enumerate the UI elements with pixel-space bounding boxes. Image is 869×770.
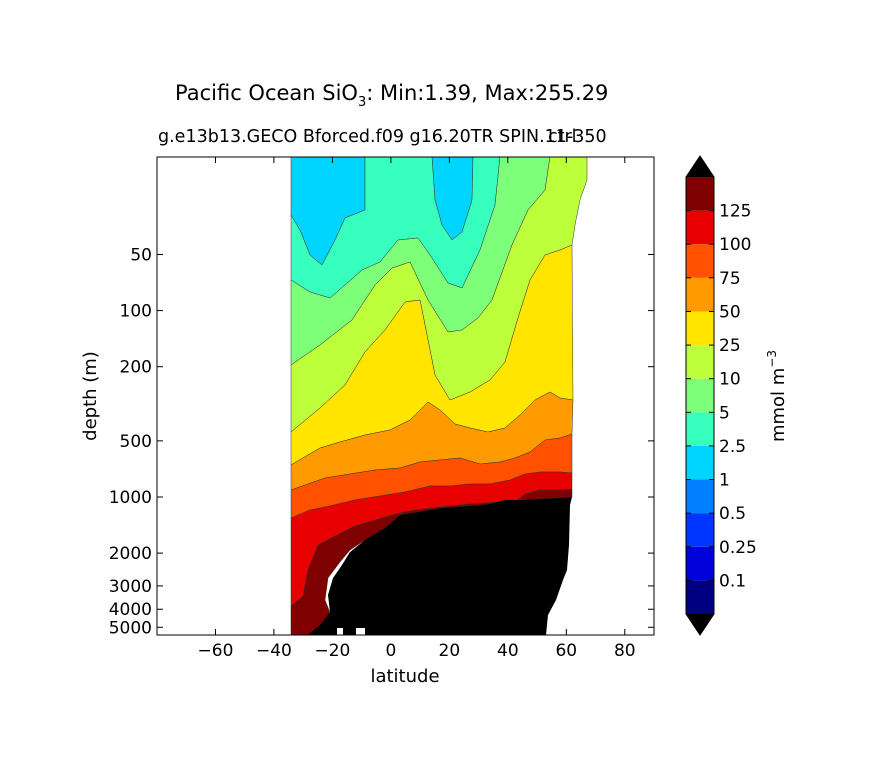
colorbar-segment-12 [686, 177, 714, 211]
colorbar-label-sup: −3 [765, 350, 779, 368]
colorbar-tick-label: 75 [719, 269, 741, 289]
colorbar-segment-3 [686, 479, 714, 514]
y-tick-label: 500 [120, 432, 152, 452]
colorbar-segment-4 [686, 445, 714, 480]
x-tick-label: −20 [314, 641, 350, 661]
x-tick-label: −40 [256, 641, 292, 661]
colorbar-segment-0 [686, 580, 714, 614]
chart-title: Pacific Ocean SiO3: Min:1.39, Max:255.29 [175, 81, 608, 110]
colorbar-tick-label: 0.25 [719, 538, 757, 558]
y-tick-label: 1000 [109, 488, 152, 508]
chart-subtitle-right: ctrl [548, 127, 577, 147]
x-tick-label: 80 [614, 641, 636, 661]
colorbar-segment-6 [686, 378, 714, 413]
colorbar-tick-label: 10 [719, 370, 741, 390]
y-axis-label: depth (m) [80, 351, 101, 441]
colorbar-tick-label: 5 [719, 403, 730, 423]
colorbar-segment-2 [686, 513, 714, 547]
colorbar-label-text: mmol m [768, 368, 789, 442]
colorbar-outline [685, 155, 715, 636]
x-axis: −60 −40 −20 0 20 40 60 80 [198, 157, 636, 661]
title-text: Pacific Ocean SiO3: Min:1.39, Max:255.29 [175, 81, 608, 110]
colorbar-tick-label: 50 [719, 302, 741, 322]
colorbar-tick-label: 0.5 [719, 504, 746, 524]
contour-field [290, 156, 588, 636]
colorbar-tick-label: 100 [719, 235, 751, 255]
colorbar-segment-1 [686, 546, 714, 581]
x-tick-label: 0 [385, 641, 396, 661]
x-axis-label: latitude [370, 666, 439, 687]
title-subscript: 3 [358, 95, 366, 110]
y-tick-label: 100 [120, 302, 152, 322]
x-tick-label: 60 [555, 641, 577, 661]
x-tick-label: 20 [439, 641, 461, 661]
colorbar-tick-label: 125 [719, 202, 751, 222]
x-tick-label: 40 [497, 641, 519, 661]
colorbar-segment-8 [686, 311, 714, 346]
colorbar-segment-7 [686, 345, 714, 379]
colorbar-label: mmol m−3 [765, 350, 789, 442]
y-tick-label: 5000 [109, 618, 152, 638]
colorbar-extend-min [686, 614, 714, 635]
colorbar-segment-9 [686, 277, 714, 312]
y-tick-label: 4000 [109, 600, 152, 620]
colorbar-segment-5 [686, 412, 714, 446]
y-tick-label: 2000 [109, 544, 152, 564]
y-tick-label: 50 [130, 245, 152, 265]
colorbar-tick-label: 2.5 [719, 437, 746, 457]
plot-frame [156, 156, 655, 636]
colorbar-tick-label: 0.1 [719, 571, 746, 591]
y-tick-label: 3000 [109, 577, 152, 597]
colorbar-segment-11 [686, 210, 714, 245]
title-prefix: Pacific Ocean SiO [175, 81, 358, 105]
colorbar-extend-max [686, 156, 714, 177]
land-mask [308, 497, 572, 635]
chart-subtitle: g.e13b13.GECO Bforced.f09 g16.20TR SPIN.… [158, 127, 607, 147]
x-tick-label: −60 [198, 641, 234, 661]
colorbar: 0.1 0.25 0.5 1 2.5 5 10 25 50 75 100 125 [685, 155, 757, 636]
colorbar-segment-10 [686, 244, 714, 278]
title-rest: : Min:1.39, Max:255.29 [366, 81, 608, 105]
colorbar-tick-label: 1 [719, 471, 730, 491]
y-tick-label: 200 [120, 358, 152, 378]
colorbar-tick-label: 25 [719, 336, 741, 356]
